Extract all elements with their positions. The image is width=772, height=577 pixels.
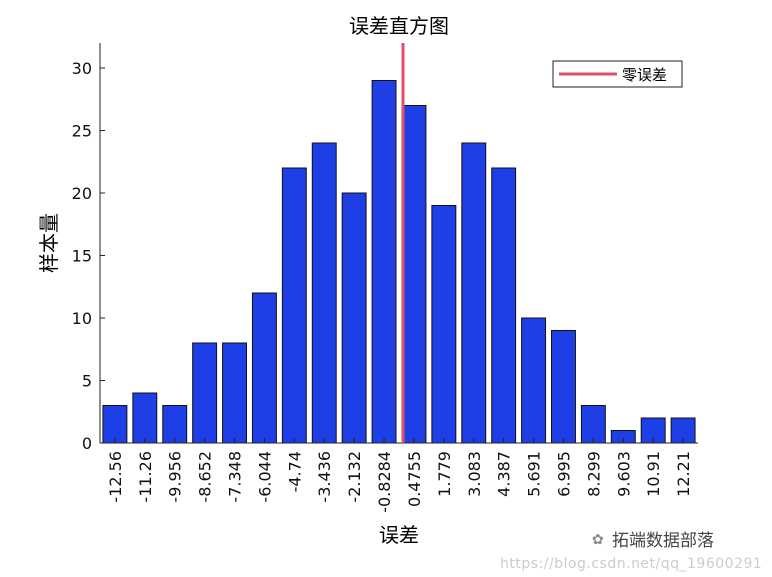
y-tick-label: 0 [82, 434, 92, 453]
bar [341, 192, 367, 444]
bar [311, 142, 337, 444]
chart-title: 误差直方图 [349, 14, 449, 38]
y-tick-label: 10 [72, 309, 92, 328]
x-tick-label: 5.691 [525, 451, 544, 497]
y-tick-label: 5 [82, 372, 92, 391]
x-tick-label: 6.995 [554, 451, 573, 497]
bar [162, 405, 188, 444]
x-tick-label: 4.387 [495, 451, 514, 497]
bar [431, 205, 457, 444]
x-tick-label: 1.779 [435, 451, 454, 497]
x-tick-label: 0.4755 [405, 451, 424, 507]
bar [281, 167, 307, 444]
watermark-url: https://blog.csdn.net/qq_19600291 [500, 556, 763, 572]
bar [222, 342, 247, 444]
x-tick-label: 12.21 [674, 451, 693, 497]
bar [551, 330, 576, 444]
watermark-brand: 拓端数据部落 [612, 531, 714, 551]
bar [401, 105, 427, 444]
bar [461, 142, 487, 444]
x-axis-label: 误差 [379, 523, 419, 547]
y-axis-label: 样本量 [37, 213, 61, 273]
x-tick-label: -9.956 [166, 451, 185, 503]
wechat-icon: ✿ [592, 532, 604, 548]
bar [371, 80, 397, 444]
x-tick-label: 10.91 [644, 451, 663, 497]
y-tick-label: 15 [72, 247, 92, 266]
bar [491, 167, 517, 444]
y-tick-label: 30 [72, 59, 92, 78]
x-tick-label: -6.044 [255, 451, 274, 503]
bar [132, 392, 158, 444]
bar [251, 292, 277, 444]
bar [580, 405, 606, 444]
x-tick-label: -4.74 [285, 451, 304, 492]
x-tick-label: -0.8284 [375, 451, 394, 513]
legend: 零误差 [552, 60, 683, 88]
bar [521, 317, 547, 444]
x-tick-label: -7.348 [226, 451, 245, 503]
x-tick-label: -3.436 [315, 451, 334, 503]
y-tick-label: 20 [72, 184, 92, 203]
x-tick-label: 8.299 [584, 451, 603, 497]
x-tick-label: -8.652 [196, 451, 215, 503]
x-tick-label: 3.083 [465, 451, 484, 497]
x-tick-label: -11.26 [136, 451, 155, 503]
x-tick-label: 9.603 [614, 451, 633, 497]
x-tick-label: -12.56 [106, 451, 125, 503]
legend-label: 零误差 [622, 66, 667, 84]
y-tick-label: 25 [72, 122, 92, 141]
bar [192, 342, 218, 444]
x-tick-label: -2.132 [345, 451, 364, 503]
bar [102, 405, 128, 444]
